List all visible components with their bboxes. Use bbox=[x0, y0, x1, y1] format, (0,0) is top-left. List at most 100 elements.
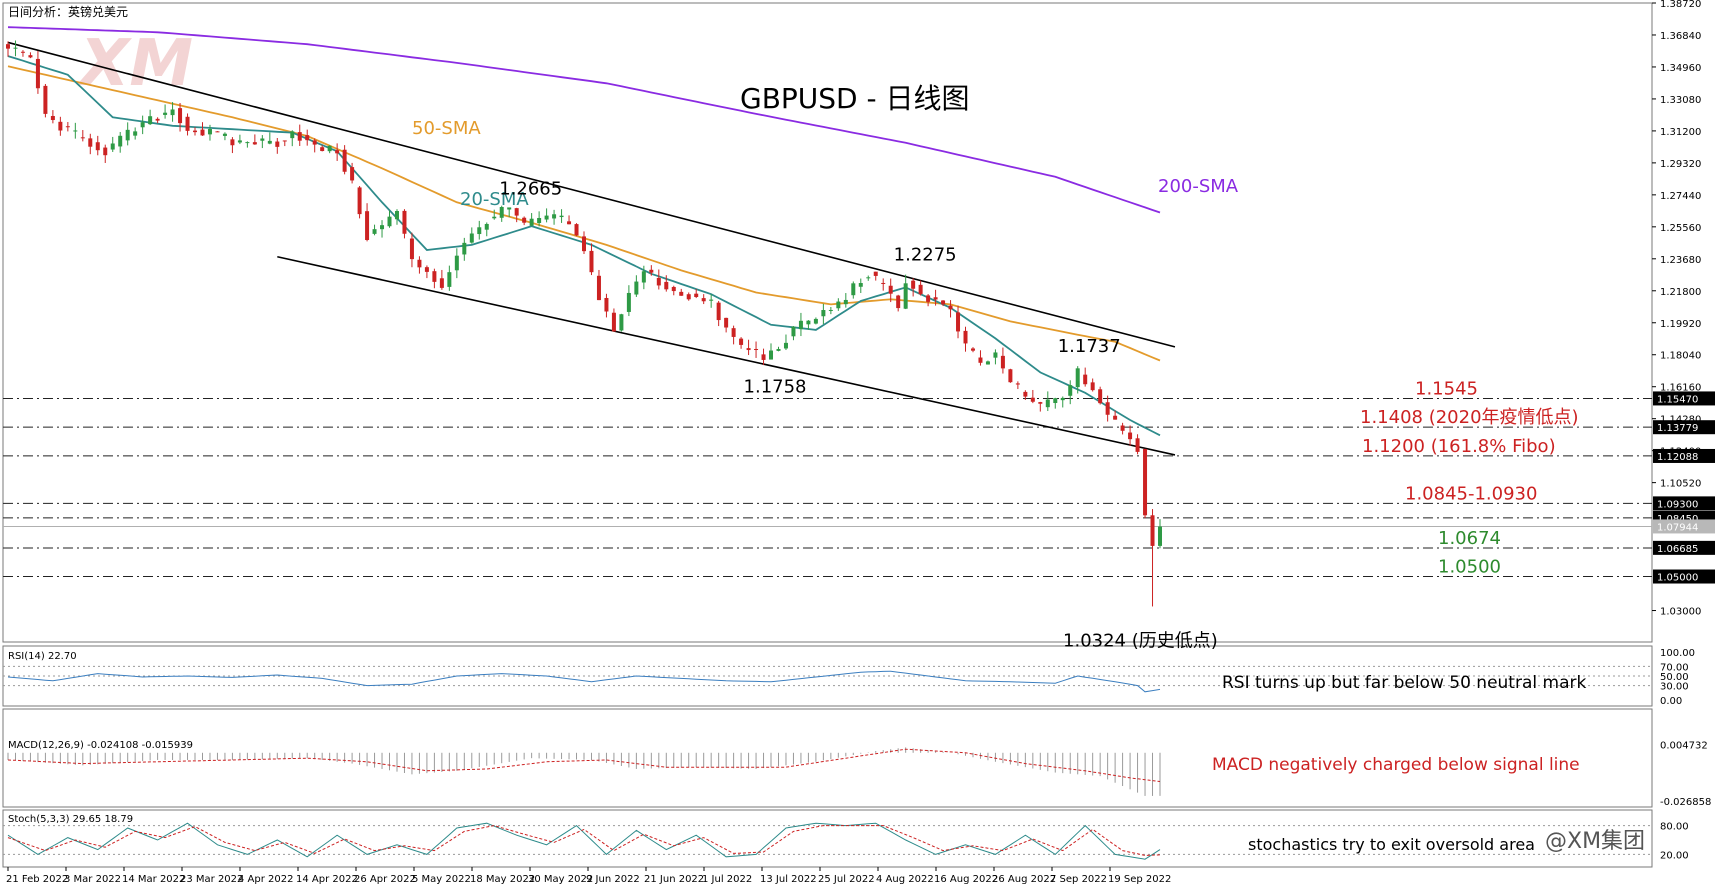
rsi-tick-1: 70.00 bbox=[1660, 662, 1689, 673]
candle bbox=[596, 269, 601, 301]
candle-body bbox=[365, 211, 370, 240]
candle-body bbox=[709, 299, 714, 301]
candle-body bbox=[843, 299, 848, 305]
candle bbox=[200, 122, 205, 136]
y-tick-label-18: 1.10520 bbox=[1660, 479, 1701, 490]
candle-body bbox=[888, 285, 893, 294]
candle-body bbox=[813, 318, 818, 324]
candle bbox=[163, 104, 168, 119]
candle bbox=[544, 208, 549, 223]
candle bbox=[873, 271, 878, 281]
candle bbox=[207, 124, 212, 141]
candle bbox=[133, 127, 138, 140]
candle-body bbox=[170, 109, 175, 116]
candle-body bbox=[1135, 438, 1140, 452]
candle bbox=[1015, 381, 1020, 390]
candle-body bbox=[237, 140, 242, 143]
candle bbox=[424, 265, 429, 279]
candle-body bbox=[537, 217, 542, 224]
candle-body bbox=[619, 314, 624, 331]
candle-body bbox=[140, 122, 145, 128]
candle bbox=[746, 339, 751, 356]
candle-body bbox=[544, 215, 549, 220]
candle bbox=[993, 349, 998, 365]
candle-body bbox=[297, 132, 302, 141]
candle bbox=[656, 269, 661, 290]
candle bbox=[507, 207, 512, 218]
candle bbox=[1045, 391, 1050, 412]
candle-body bbox=[95, 142, 100, 151]
candle-body bbox=[477, 227, 482, 235]
candle-body bbox=[731, 328, 736, 337]
rsi-annotation: RSI turns up but far below 50 neutral ma… bbox=[1222, 673, 1586, 693]
candle bbox=[1135, 434, 1140, 455]
candle bbox=[641, 265, 646, 290]
channel-lower-line bbox=[277, 255, 1176, 456]
candle-body bbox=[462, 242, 467, 255]
macd-histogram bbox=[7, 747, 1161, 796]
candle bbox=[559, 209, 564, 223]
candle-body bbox=[193, 130, 198, 133]
candle bbox=[193, 127, 198, 136]
price-tag-bg bbox=[1653, 448, 1715, 463]
candle bbox=[537, 211, 542, 227]
y-tick-label-7: 1.25560 bbox=[1660, 223, 1701, 234]
stoch-label: Stoch(5,3,3) 29.65 18.79 bbox=[8, 814, 133, 825]
candle bbox=[1000, 347, 1005, 374]
candle bbox=[237, 134, 242, 145]
candle bbox=[282, 140, 287, 147]
candle bbox=[791, 326, 796, 341]
level-label-1: 1.1408 (2020年疫情低点) bbox=[1360, 407, 1579, 428]
candle bbox=[350, 162, 355, 184]
candle bbox=[230, 137, 235, 154]
candle bbox=[821, 303, 826, 325]
candle-body bbox=[679, 291, 684, 296]
candle-body bbox=[1150, 515, 1155, 546]
candle bbox=[297, 124, 302, 146]
candle bbox=[1150, 509, 1155, 607]
candle bbox=[866, 275, 871, 281]
stoch-panel bbox=[2, 809, 1653, 868]
y-tick-label-1: 1.36840 bbox=[1660, 31, 1701, 42]
candle-body bbox=[200, 129, 205, 136]
candle-body bbox=[103, 147, 108, 156]
candle-body bbox=[1090, 382, 1095, 391]
candle bbox=[604, 293, 609, 318]
candle-body bbox=[821, 310, 826, 317]
candle-body bbox=[1068, 385, 1073, 396]
x-tick-label-18: 7 Sep 2022 bbox=[1050, 874, 1107, 885]
candle bbox=[28, 52, 33, 59]
x-tick-label-15: 4 Aug 2022 bbox=[876, 874, 934, 885]
candle-body bbox=[387, 216, 392, 227]
candle bbox=[110, 136, 115, 152]
trend-channel bbox=[7, 41, 1176, 456]
candle-body bbox=[746, 348, 751, 351]
x-tick-label-19: 19 Sep 2022 bbox=[1108, 874, 1171, 885]
candle-body bbox=[1000, 355, 1005, 369]
candle bbox=[776, 346, 781, 352]
candle-body bbox=[207, 129, 212, 135]
candle bbox=[1120, 422, 1125, 435]
x-tick-label-3: 23 Mar 2022 bbox=[180, 874, 243, 885]
peak-label-3: 1.1737 bbox=[1058, 336, 1121, 357]
candle bbox=[978, 350, 983, 366]
macd-tick-1: -0.026858 bbox=[1660, 797, 1711, 808]
candle bbox=[275, 137, 280, 154]
window-label: 日间分析：英镑兑美元 bbox=[8, 4, 128, 19]
candle bbox=[686, 292, 691, 301]
candle-body bbox=[507, 207, 512, 210]
candle-body bbox=[828, 309, 833, 311]
x-tick-label-14: 25 Jul 2022 bbox=[818, 874, 875, 885]
y-tick-label-0: 1.38720 bbox=[1660, 0, 1701, 10]
y-tick-label-2: 1.34960 bbox=[1660, 63, 1701, 74]
candle-body bbox=[582, 236, 586, 252]
candle-body bbox=[656, 277, 661, 286]
candle-body bbox=[409, 238, 414, 260]
candle-body bbox=[1128, 432, 1133, 440]
candle-body bbox=[58, 121, 63, 131]
candle-body bbox=[1120, 425, 1125, 431]
candle bbox=[222, 132, 227, 141]
candle bbox=[761, 348, 766, 366]
candle bbox=[926, 294, 931, 307]
footer-brand: @XM集团 bbox=[1545, 829, 1645, 854]
